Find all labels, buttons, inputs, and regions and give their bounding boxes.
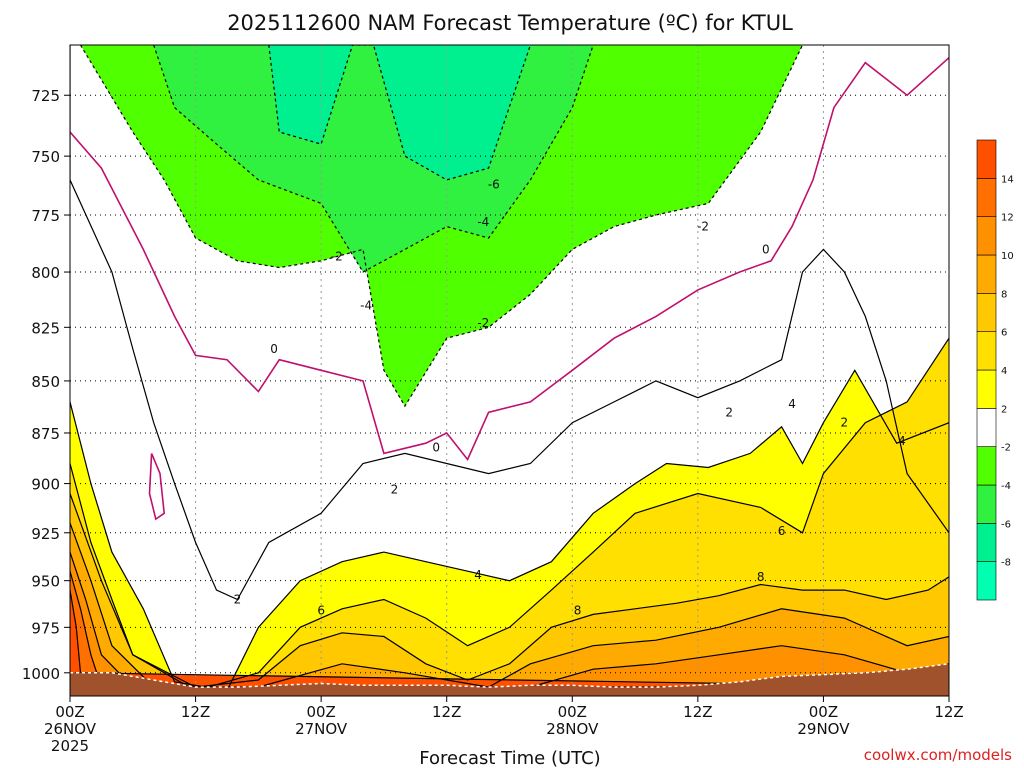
colorbar-swatch — [976, 216, 997, 256]
y-tick-label: 950 — [31, 573, 60, 591]
terrain — [70, 663, 949, 696]
contour-label: 2 — [391, 483, 399, 497]
freezing-isotherm — [70, 57, 949, 462]
contour-label: 4 — [788, 397, 796, 411]
terrain-fill — [70, 663, 949, 696]
x-tick-label: 12Z — [181, 703, 210, 721]
colorbar-swatch — [976, 293, 997, 332]
contour-label: 8 — [574, 604, 582, 618]
isotherm--6 — [268, 45, 531, 181]
colorbar: -8 -6 -4 -2 2 4 6 8 10 12 14 — [976, 139, 1014, 601]
plot-frame — [69, 44, 950, 697]
contour-label: 0 — [270, 342, 278, 356]
isotherm-12 — [70, 551, 949, 688]
colorbar-swatch — [976, 254, 997, 294]
x-tick-label: 12Z — [934, 703, 963, 721]
colorbar-swatch — [976, 523, 997, 562]
y-tick-label: 725 — [31, 87, 60, 105]
contour-label: 6 — [778, 524, 786, 538]
chart-title: 2025112600 NAM Forecast Temperature (ºC)… — [227, 11, 793, 35]
x-tick-label: 27NOV — [295, 720, 348, 738]
colorbar-label: 8 — [1001, 289, 1007, 300]
isotherm-10 — [70, 522, 949, 688]
colorbar-label: -6 — [1001, 519, 1011, 530]
colorbar-label: 4 — [1001, 366, 1007, 377]
isotherm-6 — [70, 337, 949, 692]
colorbar-label: -2 — [1001, 443, 1011, 454]
x-tick-label: 28NOV — [546, 720, 599, 738]
y-tick-label: 1000 — [22, 665, 60, 683]
isotherm-4 — [70, 369, 949, 692]
colorbar-swatch — [976, 484, 997, 524]
terrain-edge — [70, 663, 949, 688]
contour-label: 2 — [234, 592, 242, 606]
y-tick-label: 825 — [31, 319, 60, 337]
contour-label: -2 — [697, 220, 709, 234]
contour-label: 6 — [317, 604, 325, 618]
contour-label: -4 — [360, 298, 372, 312]
x-axis-label: Forecast Time (UTC) — [419, 748, 600, 768]
contour-label: 2 — [841, 416, 849, 430]
contour-label: 8 — [757, 570, 765, 584]
x-tick-label: 00Z — [809, 703, 838, 721]
freezing-isotherm-patch — [148, 453, 166, 521]
colorbar-label: 2 — [1001, 404, 1007, 415]
temperature-bands — [70, 45, 949, 696]
y-tick-label: 925 — [31, 525, 60, 543]
contour-labels: -6 -4 -2 -4 -2 -2 0 0 0 2 2 2 4 4 2 4 6 6 8 8 — [234, 178, 906, 618]
contour-label: -4 — [477, 215, 489, 229]
colorbar-swatch — [976, 446, 997, 486]
colorbar-swatch — [976, 408, 997, 447]
colorbar-swatch — [976, 139, 997, 179]
x-tick-label: 29NOV — [797, 720, 850, 738]
colorbar-swatch — [976, 331, 997, 371]
isotherm-8 — [70, 493, 949, 688]
y-tick-label: 800 — [31, 264, 60, 282]
colorbar-label: -4 — [1001, 481, 1011, 492]
x-tick-label: 2025 — [51, 737, 89, 755]
band--6 — [268, 45, 531, 180]
contour-label: 0 — [432, 440, 440, 454]
contour-label: 2 — [725, 405, 733, 419]
isotherm-16 — [70, 589, 949, 688]
band-12 — [70, 552, 949, 696]
isotherm--4 — [153, 45, 594, 273]
contour-label: -6 — [488, 178, 500, 192]
contour-label: 0 — [762, 242, 770, 256]
contour-label: -2 — [331, 249, 343, 263]
y-tick-label: 850 — [31, 373, 60, 391]
x-tick-label: 00Z — [55, 703, 84, 721]
colorbar-label: -8 — [1001, 558, 1011, 569]
contour-label: 4 — [898, 434, 906, 448]
colorbar-swatch — [976, 561, 997, 601]
y-axis: 725 750 775 800 825 850 875 900 925 950 975 1000 — [22, 87, 70, 683]
x-tick-label: 26NOV — [44, 720, 97, 738]
contour-label: -2 — [477, 316, 489, 330]
y-tick-label: 750 — [31, 148, 60, 166]
credit-text: coolwx.com/models — [864, 746, 1012, 764]
colorbar-label: 14 — [1001, 174, 1014, 185]
isotherm-2 — [70, 45, 949, 601]
colorbar-swatch — [976, 178, 997, 217]
y-tick-label: 875 — [31, 425, 60, 443]
x-tick-label: 12Z — [432, 703, 461, 721]
colorbar-label: 6 — [1001, 328, 1007, 339]
x-tick-label: 00Z — [306, 703, 335, 721]
colorbar-label: 12 — [1001, 213, 1014, 224]
y-tick-label: 775 — [31, 207, 60, 225]
contour-label: 4 — [474, 568, 482, 582]
x-tick-label: 00Z — [558, 703, 587, 721]
y-tick-label: 900 — [31, 476, 60, 494]
colorbar-swatch — [976, 369, 997, 409]
y-tick-label: 975 — [31, 619, 60, 637]
colorbar-label: 10 — [1001, 251, 1014, 262]
x-tick-label: 12Z — [683, 703, 712, 721]
isotherm--2 — [79, 45, 804, 408]
